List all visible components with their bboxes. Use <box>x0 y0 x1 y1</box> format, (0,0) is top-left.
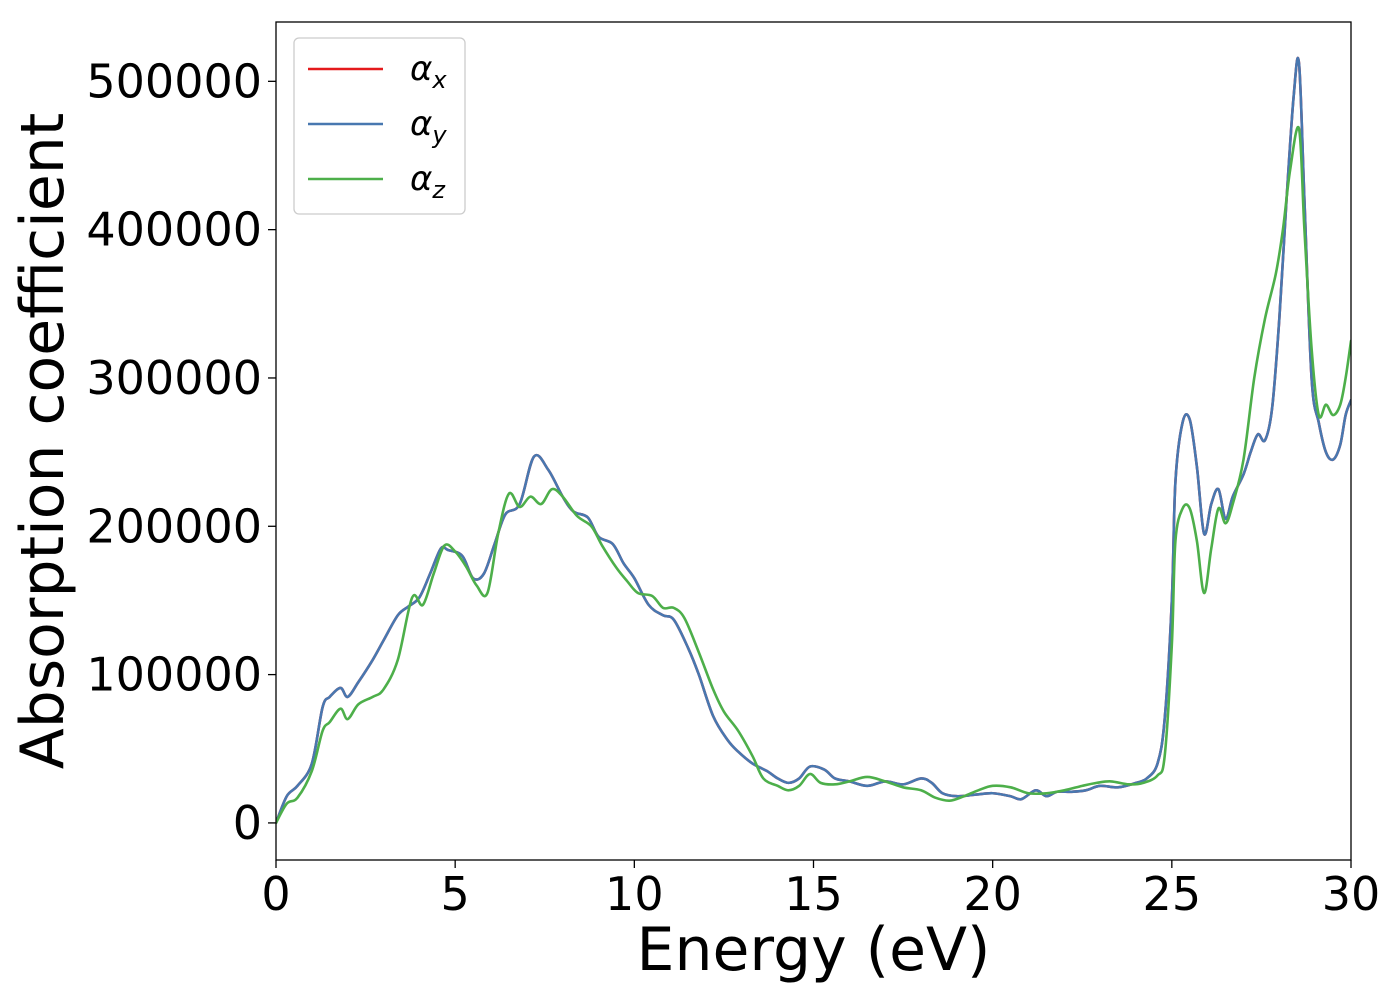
legend-label-x: αx <box>410 49 447 94</box>
y-tick-label: 100000 <box>86 648 262 702</box>
x-tick-label: 5 <box>441 867 470 921</box>
legend-box <box>293 37 466 215</box>
y-tick-label: 500000 <box>86 54 262 108</box>
x-axis-title: Energy (eV) <box>637 915 991 985</box>
x-tick-label: 10 <box>605 867 664 921</box>
legend-label-z: αz <box>410 159 446 204</box>
series-line-z <box>276 125 1351 825</box>
y-tick-label: 400000 <box>86 203 262 257</box>
x-tick-label: 0 <box>261 867 290 921</box>
y-axis-title: Absorption coefficient <box>8 113 78 770</box>
x-tick-label: 20 <box>963 867 1022 921</box>
legend: αx αy αz <box>293 37 466 215</box>
series-layer <box>276 56 1351 825</box>
x-tick-label: 30 <box>1322 867 1381 921</box>
y-tick-label: 300000 <box>86 351 262 405</box>
y-tick-label: 200000 <box>86 499 262 553</box>
x-tick-label: 25 <box>1143 867 1202 921</box>
x-axis-ticks: 0 5 10 15 20 25 30 <box>261 860 1380 921</box>
y-axis-ticks: 0 100000 200000 300000 400000 500000 <box>86 54 276 850</box>
y-tick-label: 0 <box>233 796 262 850</box>
legend-label-y: αy <box>410 104 447 149</box>
x-tick-label: 15 <box>784 867 843 921</box>
